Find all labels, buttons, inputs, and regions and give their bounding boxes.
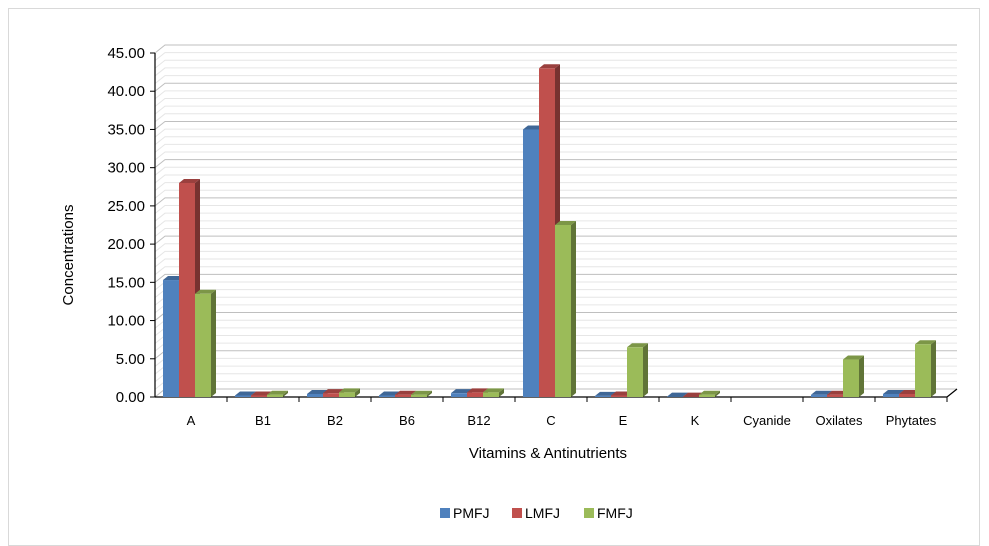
x-tick-label: Cyanide [743, 413, 791, 428]
major-gridline [154, 159, 957, 169]
minor-gridline [154, 250, 957, 260]
legend-swatch [584, 508, 594, 518]
minor-gridline [154, 243, 957, 253]
y-tick-label: 10.00 [107, 313, 145, 330]
minor-gridline [154, 151, 957, 161]
y-tick-label: 25.00 [107, 198, 145, 215]
x-tick-label: B6 [399, 413, 415, 428]
x-tick-label: B1 [255, 413, 271, 428]
x-tick-label: A [187, 413, 196, 428]
major-gridline [154, 120, 957, 130]
major-gridline [154, 44, 957, 54]
minor-gridline [154, 166, 957, 176]
minor-gridline [154, 75, 957, 84]
minor-gridline [154, 182, 957, 191]
bar-FMFJ-Phytates [915, 340, 936, 397]
y-tick-label: 45.00 [107, 45, 145, 62]
minor-gridline [154, 128, 957, 138]
legend-label: FMFJ [597, 505, 633, 521]
bar-FMFJ-B12 [483, 388, 504, 397]
minor-gridline [154, 113, 957, 123]
x-tick-label: B2 [327, 413, 343, 428]
minor-gridline [154, 90, 957, 100]
bar-FMFJ-Oxilates [843, 355, 864, 397]
bar-FMFJ-B1 [267, 390, 288, 397]
major-gridline [154, 82, 957, 92]
bar-FMFJ-A [195, 289, 216, 397]
bar-FMFJ-B6 [411, 390, 432, 397]
bar-FMFJ-B2 [339, 388, 360, 397]
minor-gridline [154, 52, 957, 62]
legend-label: PMFJ [453, 505, 490, 521]
bars [163, 64, 936, 398]
legend: PMFJ LMFJ FMFJ [440, 505, 633, 521]
legend-item-LMFJ: LMFJ [512, 505, 560, 521]
major-gridline [154, 235, 957, 245]
minor-gridline [154, 220, 957, 230]
legend-swatch [440, 508, 450, 518]
y-tick-label: 5.00 [116, 351, 145, 368]
y-tick-label: 20.00 [107, 236, 145, 253]
x-tick-label: Oxilates [816, 413, 863, 428]
legend-item-PMFJ: PMFJ [440, 505, 490, 521]
y-axis-title: Concentrations [60, 205, 77, 306]
x-tick-label: Phytates [886, 413, 937, 428]
bar-FMFJ-E [627, 343, 648, 397]
minor-gridline [154, 59, 957, 69]
legend-item-FMFJ: FMFJ [584, 505, 633, 521]
minor-gridline [154, 266, 957, 276]
minor-gridline [154, 174, 957, 184]
minor-gridline [154, 205, 957, 214]
minor-gridline [154, 227, 957, 237]
y-tick-label: 0.00 [116, 389, 145, 406]
y-tick-labels: 0.00 5.00 10.00 15.00 20.00 25.00 30.00 35.00 40… [107, 45, 145, 406]
minor-gridline [154, 189, 957, 199]
minor-gridline [154, 258, 957, 268]
bar-FMFJ-K [699, 390, 720, 397]
legend-label: LMFJ [525, 505, 560, 521]
y-tick-label: 30.00 [107, 160, 145, 177]
y-tick-label: 40.00 [107, 83, 145, 100]
x-tick-label: E [619, 413, 628, 428]
y-tick-label: 35.00 [107, 121, 145, 138]
minor-gridline [154, 98, 957, 107]
minor-gridline [154, 212, 957, 222]
x-axis-title: Vitamins & Antinutrients [469, 445, 627, 462]
minor-gridline [154, 136, 957, 146]
legend-swatch [512, 508, 522, 518]
minor-gridline [154, 143, 957, 153]
x-tick-label: B12 [467, 413, 490, 428]
major-gridline [154, 197, 957, 207]
x-tick-label: C [546, 413, 555, 428]
x-tick-labels: A B1 B2 B6 B12 C E K Cyanide Oxilates Phytates [187, 413, 937, 428]
minor-gridline [154, 67, 957, 77]
x-tick-label: K [691, 413, 700, 428]
bar-FMFJ-C [555, 221, 576, 397]
minor-gridline [154, 105, 957, 115]
y-tick-label: 15.00 [107, 274, 145, 291]
major-gridline [154, 273, 957, 283]
